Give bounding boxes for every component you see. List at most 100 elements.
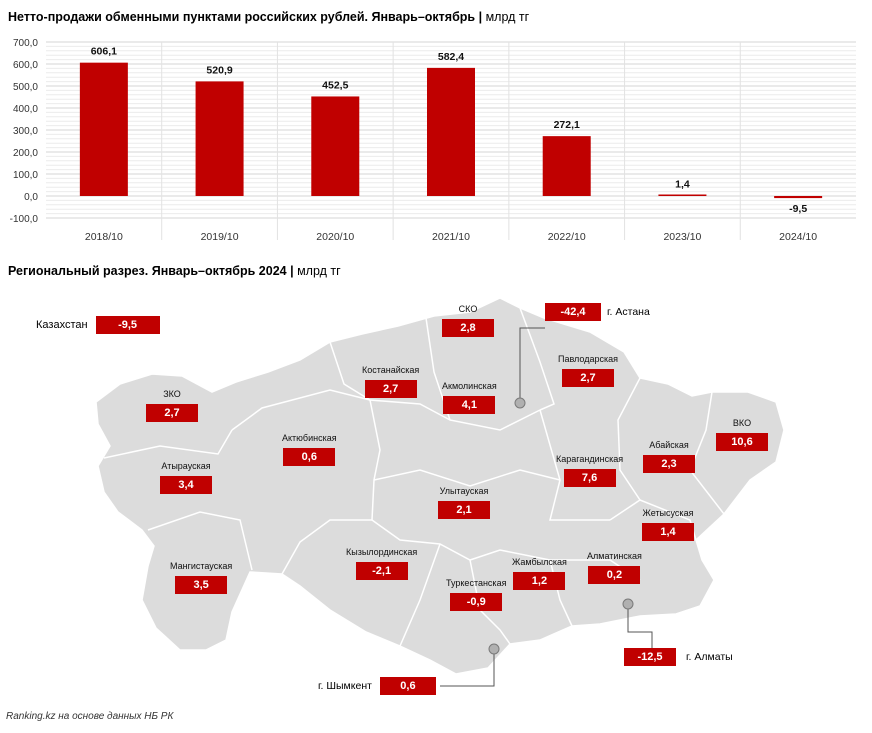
region-zko: ЗКО 2,7	[146, 389, 198, 422]
bar	[79, 62, 128, 196]
region-value: 3,5	[175, 576, 228, 594]
region-name: СКО	[458, 304, 478, 314]
region-name: Алматинская	[587, 551, 642, 561]
region-name: Карагандинская	[556, 454, 624, 464]
region-abay: Абайская 2,3	[643, 440, 695, 473]
region-value: 2,3	[643, 455, 695, 473]
bar	[774, 196, 823, 199]
region-atyrau: Атырауская 3,4	[160, 461, 212, 494]
x-tick-label: 2021/10	[432, 231, 470, 243]
region-karaganda: Карагандинская 7,6	[556, 454, 623, 487]
city-name: г. Алматы	[686, 651, 733, 663]
data-label: 452,5	[322, 79, 348, 91]
region-name: ВКО	[732, 418, 752, 428]
bar-chart: 700,0 600,0 500,0 400,0 300,0 200,0 100,0 0,0 -1…	[10, 38, 856, 243]
city-name: г. Шымкент	[318, 680, 372, 692]
region-value: 2,8	[442, 319, 494, 337]
y-tick-label: 200,0	[13, 148, 38, 159]
map-title: Региональный разрез. Январь–октябрь 2024…	[8, 264, 341, 278]
x-tick-label: 2023/10	[663, 231, 701, 243]
x-tick-label: 2022/10	[548, 231, 586, 243]
x-tick-label: 2020/10	[316, 231, 354, 243]
city-value: 0,6	[379, 677, 436, 695]
bar	[195, 81, 244, 196]
data-label: 606,1	[91, 46, 117, 58]
region-value: 2,1	[438, 501, 490, 519]
region-aktobe: Актюбинская 0,6	[282, 433, 337, 466]
bar	[658, 194, 707, 196]
region-value: 2,7	[146, 404, 198, 422]
region-value: 3,4	[160, 476, 212, 494]
region-value: -0,9	[450, 593, 503, 611]
region-value: 10,6	[716, 433, 768, 451]
y-tick-label: 0,0	[24, 192, 38, 203]
y-tick-label: 500,0	[13, 82, 38, 93]
region-vko: ВКО 10,6	[716, 418, 768, 451]
region-value: 2,7	[562, 369, 614, 387]
kazakhstan-value: -9,5	[95, 316, 160, 334]
data-label: -9,5	[789, 203, 807, 215]
region-almaty-oblast: Алматинская 0,2	[587, 551, 642, 584]
y-tick-label: 300,0	[13, 126, 38, 137]
data-label: 520,9	[206, 64, 232, 76]
region-name: Актюбинская	[282, 433, 337, 443]
region-mangistau: Мангистауская 3,5	[170, 561, 232, 594]
region-name: Мангистауская	[170, 561, 233, 571]
region-name: Акмолинская	[442, 381, 497, 391]
kazakhstan-map	[95, 297, 785, 675]
bar	[427, 67, 475, 196]
bar	[311, 96, 360, 196]
city-astana: -42,4 г. Астана	[545, 303, 650, 321]
data-label: 1,4	[675, 179, 690, 191]
region-value: 0,6	[283, 448, 336, 466]
x-tick-label: 2024/10	[779, 231, 817, 243]
region-value: 4,1	[443, 396, 496, 414]
chart-unit: млрд тг	[485, 10, 530, 24]
region-pavlodar: Павлодарская 2,7	[558, 354, 618, 387]
region-sko: СКО 2,8	[442, 304, 494, 337]
region-name: Атырауская	[161, 461, 211, 471]
x-tick-label: 2019/10	[201, 231, 239, 243]
map-unit: млрд тг	[297, 264, 341, 278]
city-name: г. Астана	[607, 306, 650, 318]
data-label: 272,1	[554, 119, 580, 131]
y-tick-label: 600,0	[13, 60, 38, 71]
data-label: 582,4	[438, 51, 464, 63]
region-name: Жетысуская	[642, 508, 694, 518]
kazakhstan-label: Казахстан	[36, 319, 88, 331]
region-name: Павлодарская	[558, 354, 618, 364]
city-shymkent: г. Шымкент 0,6	[318, 677, 436, 695]
city-value: -12,5	[624, 648, 676, 666]
source-note: Ranking.kz на основе данных НБ РК	[6, 711, 174, 722]
region-value: 0,2	[588, 566, 641, 584]
y-tick-label: 100,0	[13, 170, 38, 181]
region-name: ЗКО	[163, 389, 181, 399]
region-name: Костанайская	[362, 365, 420, 375]
bar	[542, 136, 591, 196]
x-tick-label: 2018/10	[85, 231, 123, 243]
kazakhstan-total: Казахстан -9,5	[36, 316, 160, 334]
region-value: -2,1	[355, 562, 408, 580]
city-value: -42,4	[545, 303, 601, 321]
region-name: Туркестанская	[446, 578, 507, 588]
region-name: Жамбылская	[512, 557, 567, 567]
chart-title: Нетто-продажи обменными пунктами российс…	[8, 10, 530, 24]
region-value: 2,7	[364, 380, 417, 398]
region-kostanay: Костанайская 2,7	[362, 365, 419, 398]
region-name: Абайская	[649, 440, 689, 450]
region-ulytau: Улытауская 2,1	[438, 486, 490, 519]
y-tick-label: 400,0	[13, 104, 38, 115]
region-akmola: Акмолинская 4,1	[442, 381, 497, 414]
region-value: 1,4	[642, 523, 694, 541]
region-value: 7,6	[563, 469, 616, 487]
region-turkestan: Туркестанская -0,9	[446, 578, 506, 611]
city-almaty: -12,5 г. Алматы	[624, 648, 733, 666]
map-title-text: Региональный разрез. Январь–октябрь 2024	[8, 264, 287, 278]
y-tick-label: 700,0	[13, 38, 38, 49]
chart-title-text: Нетто-продажи обменными пунктами российс…	[8, 10, 476, 24]
region-name: Кызылординская	[346, 547, 418, 557]
region-value: 1,2	[513, 572, 566, 590]
y-tick-label: -100,0	[10, 214, 39, 225]
region-name: Улытауская	[439, 486, 489, 496]
region-zhetysu: Жетысуская 1,4	[642, 508, 694, 541]
